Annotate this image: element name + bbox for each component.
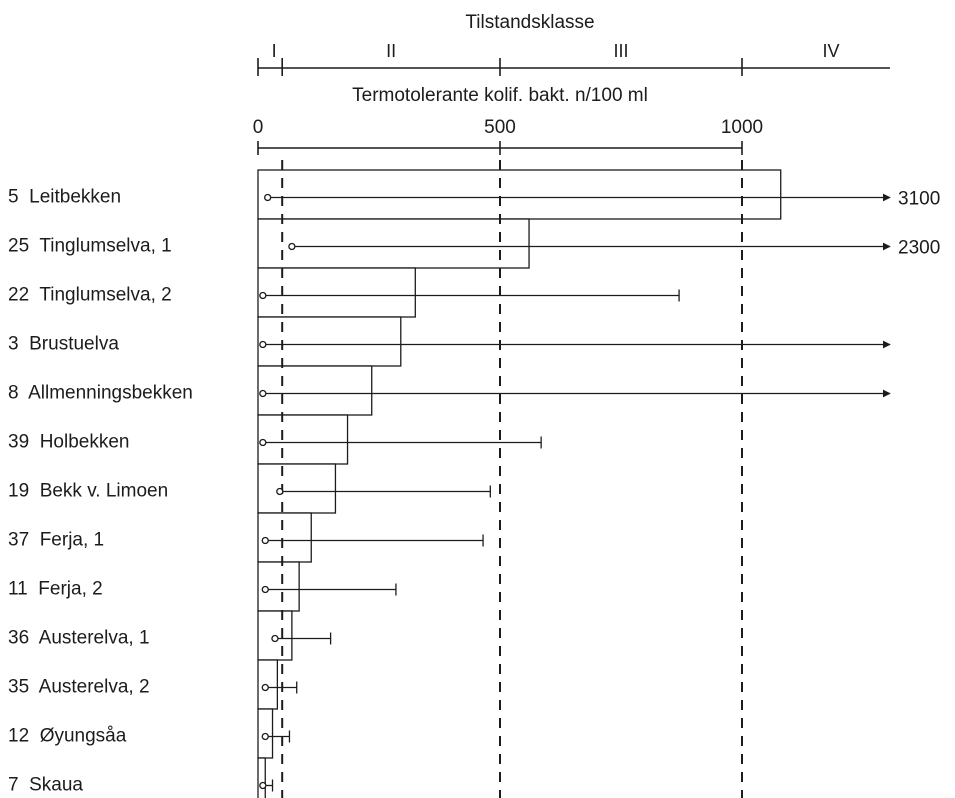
value-tick-label: 1000 — [721, 117, 763, 138]
range-min-dot — [264, 193, 272, 202]
category-label: 12 Øyungsåa — [8, 726, 127, 747]
bar-2 — [257, 218, 530, 269]
bar-13 — [257, 757, 266, 798]
category-label: 3 Brustuelva — [8, 334, 119, 355]
bar-11 — [257, 659, 279, 710]
category-label: 22 Tinglumselva, 2 — [8, 285, 172, 306]
value-tick-label: 0 — [253, 117, 264, 138]
category-label: 36 Austerelva, 1 — [8, 628, 150, 649]
bar-7 — [257, 463, 337, 514]
category-label: 5 Leitbekken — [8, 187, 121, 208]
range-max-label: 3100 — [898, 189, 940, 210]
range-min-dot — [288, 242, 296, 251]
range-min-dot — [259, 781, 267, 790]
range-min-dot — [259, 340, 267, 349]
class-label: II — [386, 41, 396, 61]
class-label: III — [613, 41, 628, 61]
range-min-dot — [259, 438, 267, 447]
range-min-dot — [261, 732, 269, 741]
category-label: 19 Bekk v. Limoen — [8, 481, 168, 502]
bar-1 — [257, 169, 782, 220]
range-min-dot — [259, 389, 267, 398]
bar-6 — [257, 414, 349, 465]
range-max-label: 2300 — [898, 238, 940, 259]
range-min-dot — [276, 487, 284, 496]
category-label: 35 Austerelva, 2 — [8, 677, 150, 698]
bar-5 — [257, 365, 373, 416]
category-label: 11 Ferja, 2 — [8, 579, 103, 600]
bar-3 — [257, 267, 416, 318]
range-min-dot — [261, 536, 269, 545]
value-axis-title: Termotolerante kolif. bakt. n/100 ml — [352, 85, 648, 106]
range-min-dot — [261, 683, 269, 692]
class-label: IV — [822, 41, 839, 61]
range-min-dot — [261, 585, 269, 594]
range-min-dot — [259, 291, 267, 300]
category-label: 37 Ferja, 1 — [8, 530, 104, 551]
category-label: 39 Holbekken — [8, 432, 129, 453]
category-label: 8 Allmenningsbekken — [8, 383, 193, 404]
bar-4 — [257, 316, 402, 367]
category-label: 25 Tinglumselva, 1 — [8, 236, 172, 257]
value-tick-label: 500 — [484, 117, 516, 138]
range-min-dot — [271, 634, 279, 643]
category-label: 7 Skaua — [8, 775, 83, 796]
class-label: I — [272, 41, 277, 61]
class-axis-title: Tilstandsklasse — [465, 12, 594, 33]
